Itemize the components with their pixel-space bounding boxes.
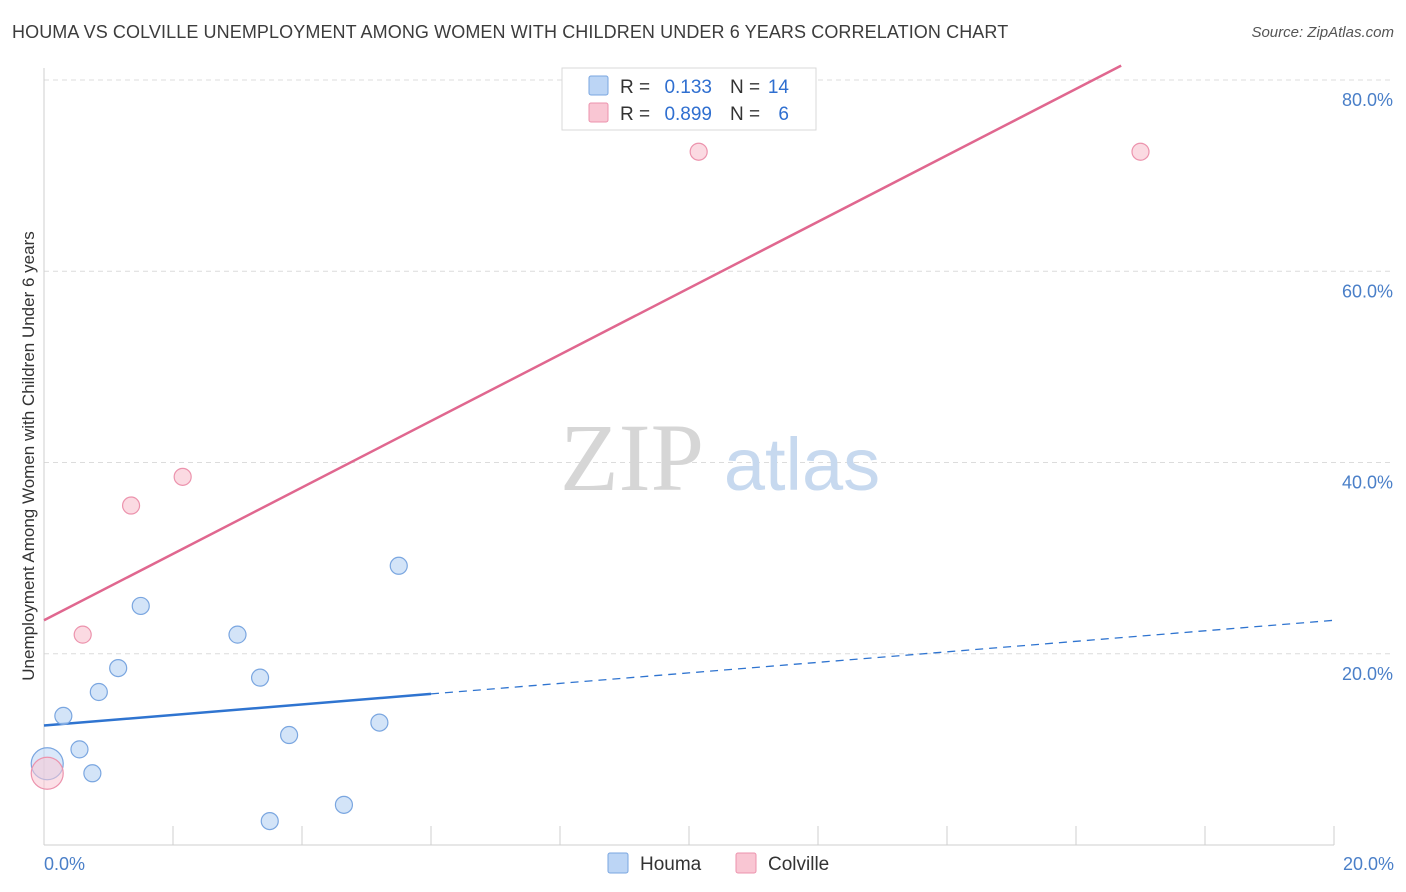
houma-trend-line xyxy=(43,692,432,727)
houma-point-3 xyxy=(83,764,102,783)
legend-swatch-houma xyxy=(588,75,609,96)
legend-r-value-houma: 0.133 xyxy=(664,77,712,98)
x-tick-label-min: 0.0% xyxy=(44,854,85,874)
colville-point-1 xyxy=(73,625,92,644)
correlation-legend: R = 0.133 N = 14 R = 0.899 N = 6 xyxy=(561,67,817,131)
grid-layer xyxy=(44,79,1392,655)
bottom-legend-swatch-houma xyxy=(607,852,629,874)
points-layer xyxy=(30,142,1150,831)
legend-n-value-houma: 14 xyxy=(768,77,790,98)
houma-point-4 xyxy=(89,682,108,702)
houma-trend-extension xyxy=(430,619,1335,695)
y-tick-label-40: 40.0% xyxy=(1342,473,1393,493)
y-tick-labels: 20.0% 40.0% 60.0% 80.0% xyxy=(1342,90,1393,684)
y-tick-label-20: 20.0% xyxy=(1342,664,1393,684)
bottom-legend-swatch-colville xyxy=(735,852,757,874)
series-legend: Houma Colville xyxy=(607,852,829,875)
colville-point-5 xyxy=(1131,142,1150,161)
houma-point-7 xyxy=(228,625,247,644)
legend-r-label-colville: R = xyxy=(620,104,650,125)
colville-trend-line xyxy=(43,64,1122,622)
chart-source: Source: ZipAtlas.com xyxy=(1251,24,1394,41)
houma-point-10 xyxy=(280,725,299,745)
legend-swatch-colville xyxy=(588,102,609,123)
y-tick-label-60: 60.0% xyxy=(1342,281,1393,301)
houma-point-11 xyxy=(334,795,354,814)
colville-point-2 xyxy=(121,496,141,515)
bottom-legend-label-houma: Houma xyxy=(640,854,702,875)
legend-r-label-houma: R = xyxy=(620,77,650,98)
legend-n-value-colville: 6 xyxy=(778,104,789,125)
y-tick-label-80: 80.0% xyxy=(1342,90,1393,110)
bottom-legend-label-colville: Colville xyxy=(768,854,829,875)
colville-point-4 xyxy=(689,142,708,161)
houma-point-5 xyxy=(109,658,128,678)
houma-point-2 xyxy=(70,740,89,759)
houma-point-6 xyxy=(131,596,150,616)
watermark-zip: ZIP xyxy=(560,404,704,511)
houma-point-13 xyxy=(389,556,408,575)
houma-point-12 xyxy=(370,713,389,732)
colville-point-3 xyxy=(173,467,192,486)
houma-point-8 xyxy=(250,668,270,687)
y-axis-label: Unemployment Among Women with Children U… xyxy=(19,231,38,680)
legend-n-label-colville: N = xyxy=(730,104,760,125)
watermark-atlas: atlas xyxy=(724,423,880,506)
colville-point-0 xyxy=(30,756,64,790)
legend-r-value-colville: 0.899 xyxy=(664,104,712,125)
houma-point-1 xyxy=(54,706,73,726)
legend-n-label-houma: N = xyxy=(730,77,760,98)
chart-title: HOUMA VS COLVILLE UNEMPLOYMENT AMONG WOM… xyxy=(12,22,1009,42)
x-tick-label-max: 20.0% xyxy=(1343,854,1394,874)
houma-point-9 xyxy=(260,811,279,831)
x-tick-marks xyxy=(172,826,1335,845)
